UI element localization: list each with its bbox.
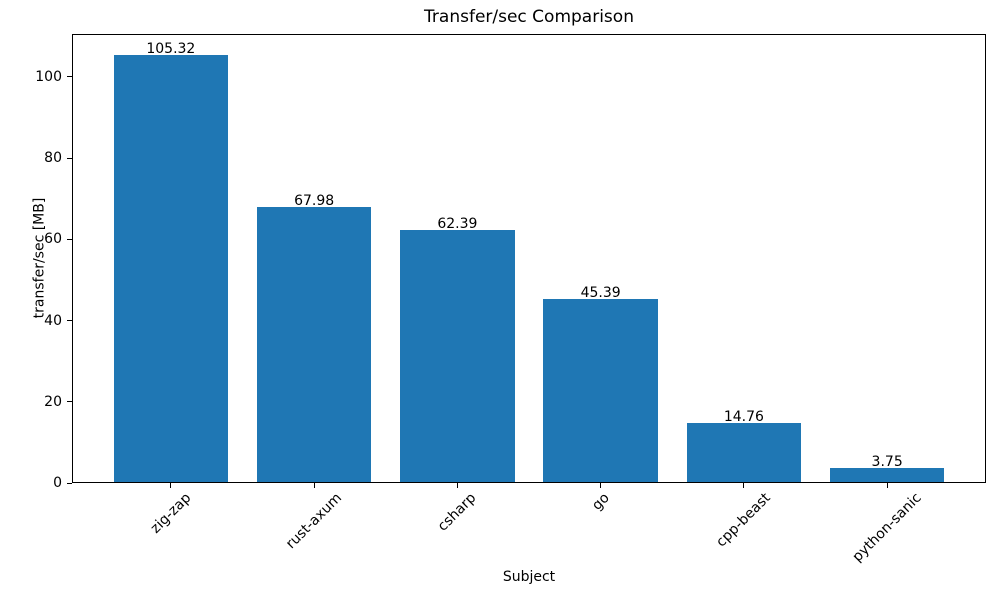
y-tick-label: 40 [44,312,62,329]
x-axis-label: Subject [502,569,556,585]
x-tick-label: go [588,490,613,514]
y-tick-mark [67,401,72,403]
y-tick-label: 20 [44,393,62,410]
y-tick-label: 80 [44,150,62,167]
y-tick-label: 60 [44,231,62,248]
x-tick-label: cpp-beast [713,490,774,551]
x-tick-label: zig-zap [147,490,194,537]
x-tick-mark [170,483,172,488]
bar-python-sanic [829,467,945,483]
bar-rust-axum [256,206,372,483]
x-tick-label: rust-axum [282,490,345,553]
x-tick-mark [313,483,315,488]
y-tick-mark [67,482,72,484]
y-tick-mark [67,320,72,322]
y-axis-label: transfer/sec [MB] [30,197,47,319]
x-tick-mark [456,483,458,488]
bar-go [543,298,658,483]
y-tick-mark [67,157,72,159]
y-tick-label: 0 [53,475,62,491]
bar-csharp [400,229,515,483]
y-tick-mark [67,238,72,240]
bar-value-label: 62.39 [437,215,478,232]
bar-zig-zap [113,55,229,483]
bar-value-label: 45.39 [580,284,621,301]
bar-value-label: 105.32 [146,41,196,58]
y-tick-label: 100 [35,68,62,85]
x-tick-mark [600,483,602,488]
x-tick-mark [743,483,745,488]
x-tick-mark [886,483,888,488]
bar-value-label: 14.76 [723,409,764,426]
bar-cpp-beast [686,423,802,483]
bar-value-label: 3.75 [871,453,903,470]
x-tick-label: csharp [434,490,480,535]
chart-title: Transfer/sec Comparison [424,7,634,27]
x-tick-label: python-sanic [849,490,925,566]
y-tick-mark [67,76,72,78]
bar-value-label: 67.98 [294,192,335,209]
